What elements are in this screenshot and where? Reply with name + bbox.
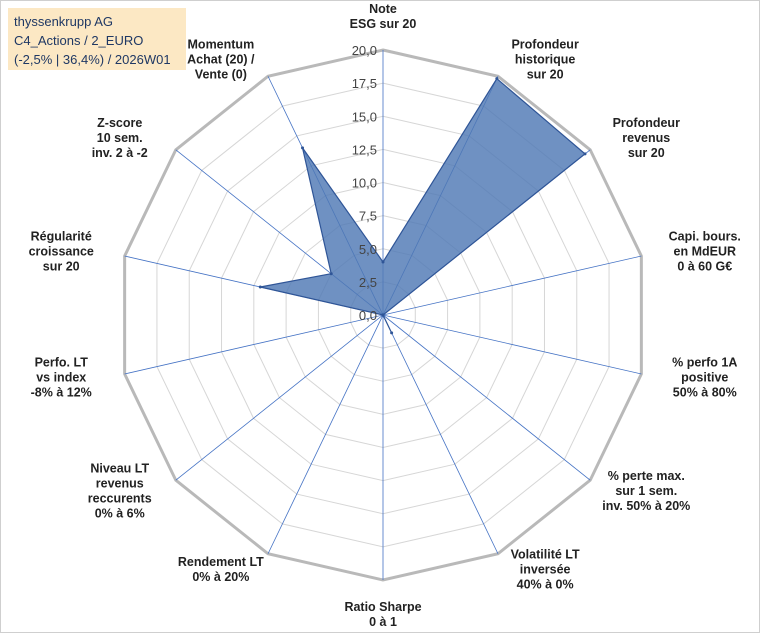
data-point [258,285,262,289]
axis-label: Vente (0) [195,68,247,82]
axis-label: Capi. bours. [669,230,741,244]
axis-label: sur 1 sem. [615,484,677,498]
axis-label: Achat (20) / [187,53,255,67]
data-point [583,152,587,156]
axis-spoke [267,314,384,554]
axis-label: positive [681,370,728,384]
series-area [260,77,586,334]
axis-label: inv. 50% à 20% [602,499,690,513]
axis-label: Profondeur [511,38,578,52]
axis-label: sur 20 [527,68,564,82]
axis-label: ESG sur 20 [350,17,417,31]
axis-label: vs index [36,370,86,384]
axis-label: Volatilité LT [511,547,580,561]
axis-label: 10 sem. [97,131,143,145]
axis-spoke [382,255,642,316]
axis-label: en MdEUR [674,245,737,259]
axis-label: Régularité [31,230,92,244]
axis-label: reccurents [88,491,152,505]
data-point [381,260,385,264]
axis-label: Momentum [188,38,255,52]
axis-label: 0% à 6% [95,506,145,520]
axis-label: revenus [96,476,144,490]
tick-label: 7,5 [359,209,377,224]
axis-label: historique [515,53,575,67]
axis-spoke [382,314,642,375]
axis-label: -8% à 12% [31,385,92,399]
axis-label: sur 20 [628,146,665,160]
tick-label: 0,0 [359,308,377,323]
axis-label: Rendement LT [178,555,264,569]
tick-label: 5,0 [359,242,377,257]
axis-spoke [124,314,384,375]
axis-label: inversée [520,562,571,576]
tick-label: 12,5 [352,142,377,157]
tick-label: 17,5 [352,76,377,91]
axis-label: % perfo 1A [672,355,737,369]
title-performance: (-2,5% | 36,4%) / 2026W01 [14,52,171,67]
axis-label: % perte max. [608,469,685,483]
axis-label: revenus [622,131,670,145]
axis-label: inv. 2 à -2 [92,146,148,160]
title-company: thyssenkrupp AG [14,14,113,29]
axis-label: croissance [29,245,94,259]
tick-label: 20,0 [352,43,377,58]
data-point [301,146,305,150]
axis-spoke [382,314,591,481]
data-point [381,313,385,317]
axis-label: Note [369,2,397,16]
tick-label: 2,5 [359,275,377,290]
tick-label: 10,0 [352,176,377,191]
chart-title-box: thyssenkrupp AG C4_Actions / 2_EURO (-2,… [8,8,186,70]
axis-label: 0 à 1 [369,615,397,629]
axis-label: Z-score [97,116,142,130]
axis-label: 0% à 20% [192,570,249,584]
axis-label: 40% à 0% [517,577,574,591]
axis-label: 50% à 80% [673,385,737,399]
data-point [390,331,394,335]
axis-label: sur 20 [43,260,80,274]
axis-label: Perfo. LT [35,355,89,369]
axis-label: Profondeur [613,116,680,130]
data-point [329,272,333,276]
axis-label: 0 à 60 G€ [677,260,732,274]
axis-spoke [382,314,499,554]
axis-label: Ratio Sharpe [344,600,421,614]
title-category: C4_Actions / 2_EURO [14,33,144,48]
data-point [495,77,499,81]
axis-spoke [175,314,384,481]
axis-label: Niveau LT [90,461,149,475]
tick-label: 15,0 [352,109,377,124]
